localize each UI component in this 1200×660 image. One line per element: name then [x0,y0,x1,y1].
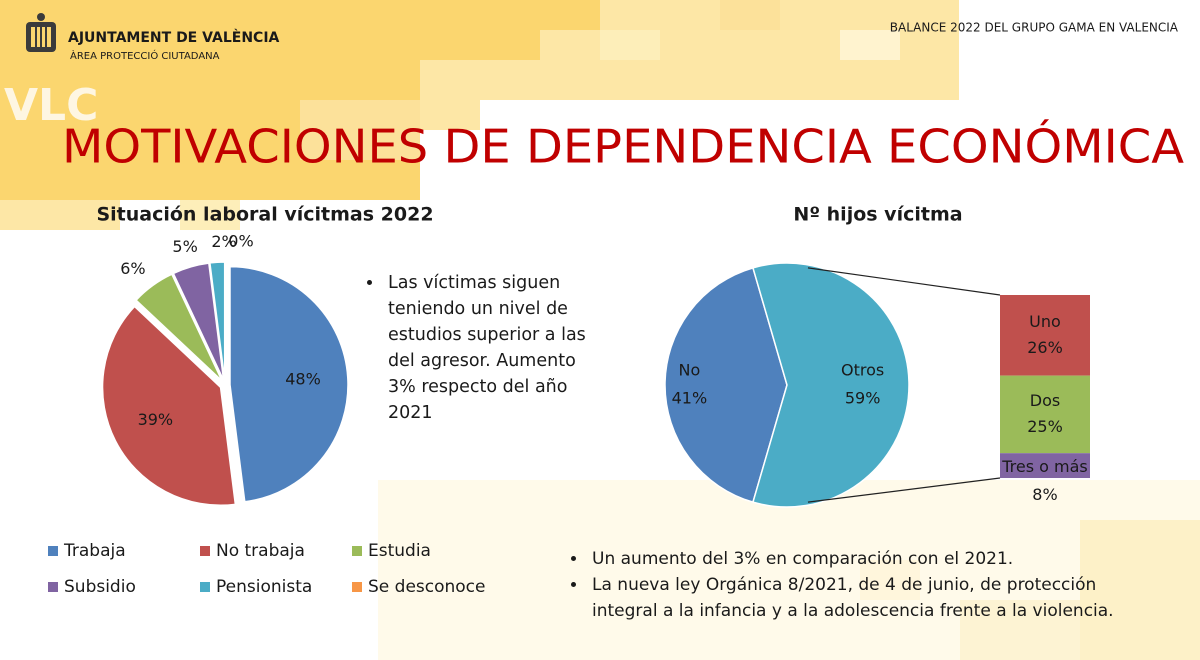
chart-title: Situación laboral vícitmas 2022 [96,204,433,226]
pie-slice [752,262,910,508]
bar-segment [1000,375,1090,454]
data-label: 59% [845,389,881,408]
logo [26,13,56,52]
legend-label: Estudia [368,541,431,561]
note-item: Las víctimas siguen teniendo un nivel de… [384,270,587,426]
pie-slice [134,273,223,382]
data-label: 0% [228,232,253,251]
category-label: Otros [841,361,884,380]
legend-label: Trabaja [63,541,126,561]
legend-label: Se desconoce [368,577,486,597]
category-label: Dos [1030,391,1060,410]
bar-segment [1000,453,1090,478]
note-item: Un aumento del 3% en comparación con el … [588,546,1166,572]
legend-label: Subsidio [64,577,136,597]
category-label: No [679,361,701,380]
data-label: 26% [1027,338,1063,357]
data-label: 2% [211,232,236,251]
dept-name: ÀREA PROTECCIÓ CIUTADANA [70,49,220,62]
org-name: AJUNTAMENT DE VALÈNCIA [68,29,280,46]
legend-marker [352,582,362,592]
legend-label: Pensionista [216,577,312,597]
legend-marker [200,582,210,592]
data-label: 41% [672,389,708,408]
pie-slice [172,262,225,381]
connector [807,267,1001,296]
data-label: 8% [1032,485,1057,504]
chart-title: Nº hijos vícitma [793,204,962,226]
legend-label: No trabaja [216,541,305,561]
data-label: 6% [120,259,145,278]
category-label: Tres o más [1001,457,1088,476]
data-label: 48% [285,370,321,389]
data-label: 25% [1027,417,1063,436]
data-label: 39% [138,410,174,429]
pie-slice [101,305,237,506]
legend-marker [200,546,210,556]
note-left: Las víctimas siguen teniendo un nivel de… [362,270,587,426]
connector [807,477,1001,503]
header-right: BALANCE 2022 DEL GRUPO GAMA EN VALENCIA [890,21,1179,35]
pie-slice [664,266,788,504]
category-label: Uno [1029,312,1061,331]
legend-marker [48,582,58,592]
note-item: La nueva ley Orgánica 8/2021, de 4 de ju… [588,572,1166,624]
watermark: VLC [4,80,98,131]
slide-title: MOTIVACIONES DE DEPENDENCIA ECONÓMICA [62,120,1185,174]
note-bottom: Un aumento del 3% en comparación con el … [566,546,1166,624]
legend-marker [352,546,362,556]
pie-slice [229,265,349,503]
legend-marker [48,546,58,556]
data-label: 5% [172,237,197,256]
bar-segment [1000,295,1090,376]
